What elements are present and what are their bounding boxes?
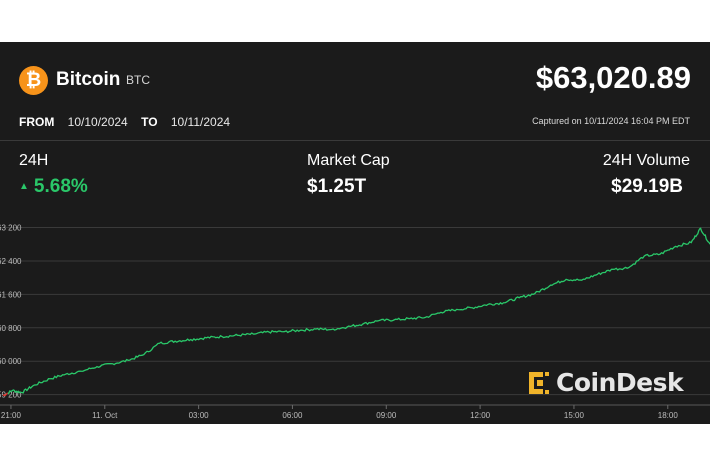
date-range: FROM 10/10/2024 TO 10/11/2024 xyxy=(19,115,240,129)
change-label: 24H xyxy=(19,152,49,169)
coin-name: Bitcoin xyxy=(56,69,121,90)
y-tick-label: 62 400 xyxy=(0,257,22,266)
price-widget: ₿ Bitcoin BTC $63,020.89 FROM 10/10/2024… xyxy=(0,42,710,424)
x-tick-label: 06:00 xyxy=(282,411,303,420)
coindesk-mark-icon xyxy=(529,371,549,394)
x-tick-label: 12:00 xyxy=(470,411,491,420)
bitcoin-icon: ₿ xyxy=(19,66,48,95)
volume-value: $29.19B xyxy=(611,176,683,197)
x-tick-label: 21:00 xyxy=(1,411,22,420)
y-tick-label: 61 600 xyxy=(0,290,22,299)
from-date: 10/10/2024 xyxy=(67,115,128,129)
y-tick-label: 63 200 xyxy=(0,224,22,233)
coindesk-logo-text: CoinDesk xyxy=(556,368,684,397)
market-cap-label: Market Cap xyxy=(307,152,390,169)
change-percent: 5.68% xyxy=(33,176,88,197)
coindesk-logo: CoinDesk xyxy=(526,368,684,397)
y-tick-label: 60 000 xyxy=(0,357,22,366)
price-chart: 59 200 60 000 60 800 61 600 62 400 63 200 21:0… xyxy=(0,224,710,420)
to-date: 10/11/2024 xyxy=(170,115,231,129)
captured-timestamp: Captured on 10/11/2024 16:04 PM EDT xyxy=(532,116,690,126)
x-tick-label: 18:00 xyxy=(658,411,679,420)
price-line-down-segment xyxy=(2,392,9,397)
header-divider xyxy=(0,140,710,141)
volume-label: 24H Volume xyxy=(602,152,690,169)
to-label: TO xyxy=(141,115,158,129)
y-tick-label: 60 800 xyxy=(0,324,22,333)
price-line xyxy=(7,227,710,395)
x-tick-label: 09:00 xyxy=(376,411,397,420)
from-label: FROM xyxy=(19,115,55,129)
y-tick-label: 59 200 xyxy=(0,391,22,400)
coin-ticker: BTC xyxy=(126,73,150,87)
change-value: ▲ 5.68% xyxy=(19,176,88,198)
up-arrow-icon: ▲ xyxy=(19,181,29,192)
current-price: $63,020.89 xyxy=(535,60,691,95)
x-tick-label: 11. Oct xyxy=(92,411,118,420)
x-tick-label: 03:00 xyxy=(189,411,210,420)
x-tick-label: 15:00 xyxy=(564,411,585,420)
market-cap-value: $1.25T xyxy=(307,176,367,197)
